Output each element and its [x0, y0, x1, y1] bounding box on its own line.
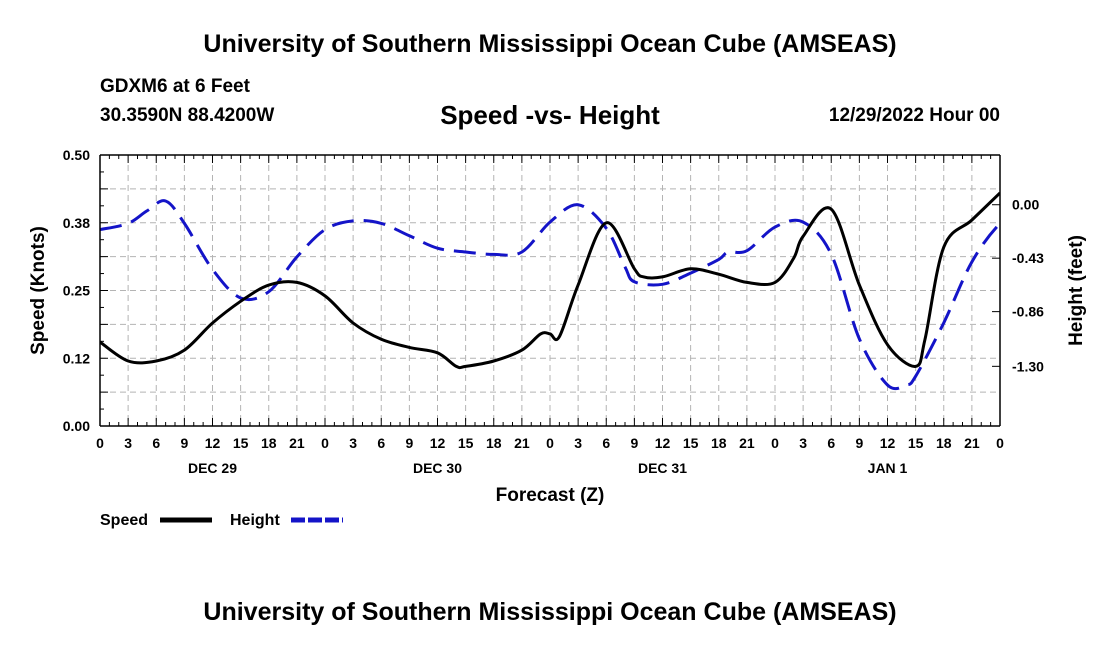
y-tick-label-right: 0.00 [1012, 197, 1039, 213]
day-label: DEC 29 [188, 460, 237, 476]
x-tick-label: 9 [630, 435, 638, 451]
x-tick-label: 18 [486, 435, 502, 451]
x-tick-label: 12 [880, 435, 896, 451]
x-tick-label: 18 [936, 435, 952, 451]
day-label: JAN 1 [868, 460, 908, 476]
x-tick-label: 0 [96, 435, 104, 451]
y-axis-title-left: Speed (Knots) [28, 226, 49, 355]
y-tick-label-right: -0.86 [1012, 304, 1044, 320]
day-label: DEC 31 [638, 460, 687, 476]
x-tick-label: 3 [349, 435, 357, 451]
x-tick-label: 0 [771, 435, 779, 451]
grid-layer [100, 155, 1000, 426]
footer-title: University of Southern Mississippi Ocean… [203, 598, 897, 626]
x-tick-label: 6 [152, 435, 160, 451]
x-axis-title: Forecast (Z) [496, 485, 605, 506]
y-axis-title-right: Height (feet) [1066, 235, 1087, 346]
chart-subtitle: Speed -vs- Height [440, 100, 660, 130]
x-tick-label: 0 [546, 435, 554, 451]
x-tick-label: 12 [430, 435, 446, 451]
speed-series-line [100, 191, 1000, 370]
y-tick-label-left: 0.12 [63, 350, 90, 366]
axis-layer: 0 3 6 9 12 15 18 21 0 3 6 9 12 15 18 21 0 3 6 9 12 15 18 21 0 3 6 9… [28, 147, 1087, 506]
legend-height-label: Height [230, 512, 280, 529]
legend-speed-label: Speed [100, 512, 148, 529]
height-series-line [100, 199, 1000, 391]
x-tick-label: 3 [574, 435, 582, 451]
x-tick-label: 21 [964, 435, 980, 451]
legend: Speed Height [100, 512, 343, 529]
x-tick-label: 12 [205, 435, 221, 451]
coordinates-label: 30.3590N 88.4200W [100, 105, 275, 126]
x-tick-label: 21 [514, 435, 530, 451]
x-tick-label: 15 [233, 435, 249, 451]
x-tick-label: 9 [855, 435, 863, 451]
y-tick-label-left: 0.00 [63, 418, 90, 434]
series-layer [100, 191, 1000, 391]
day-label: DEC 30 [413, 460, 462, 476]
x-tick-label: 15 [683, 435, 699, 451]
x-tick-label: 6 [827, 435, 835, 451]
date-hour-label: 12/29/2022 Hour 00 [828, 105, 1000, 126]
x-tick-label: 3 [124, 435, 132, 451]
x-tick-label: 6 [377, 435, 385, 451]
x-tick-label: 3 [799, 435, 807, 451]
x-tick-label: 6 [602, 435, 610, 451]
station-label: GDXM6 at 6 Feet [100, 76, 250, 97]
x-tick-label: 9 [405, 435, 413, 451]
x-tick-label: 21 [739, 435, 755, 451]
x-tick-label: 12 [655, 435, 671, 451]
x-tick-label: 21 [289, 435, 305, 451]
x-tick-label: 15 [908, 435, 924, 451]
y-tick-label-left: 0.38 [63, 215, 90, 231]
x-tick-label: 0 [996, 435, 1004, 451]
chart-main-title: University of Southern Mississippi Ocean… [203, 30, 897, 58]
x-tick-label: 15 [458, 435, 474, 451]
y-tick-label-right: -0.43 [1012, 250, 1044, 266]
y-tick-label-right: -1.30 [1012, 358, 1044, 374]
x-tick-label: 9 [180, 435, 188, 451]
x-tick-label: 0 [321, 435, 329, 451]
y-tick-label-left: 0.50 [63, 147, 90, 163]
y-tick-label-left: 0.25 [63, 283, 90, 299]
x-tick-label: 18 [711, 435, 727, 451]
x-tick-label: 18 [261, 435, 277, 451]
